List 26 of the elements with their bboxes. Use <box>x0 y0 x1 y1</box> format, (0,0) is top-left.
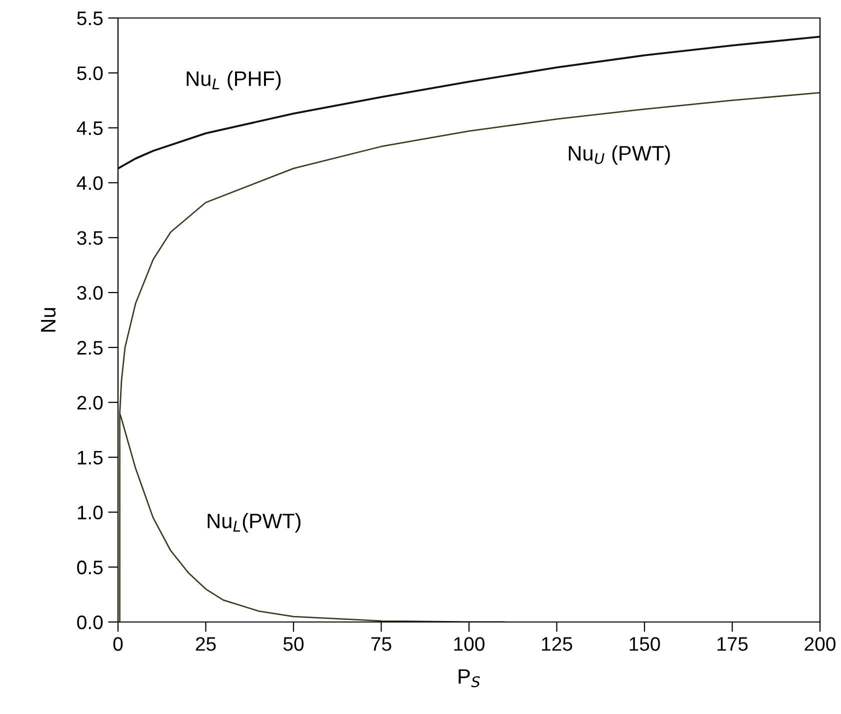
y-tick-label: 3.0 <box>77 286 103 300</box>
y-tick-label: 1.0 <box>78 506 103 520</box>
series-label: Nu$_{L}$ (PHF) <box>186 70 281 90</box>
y-tick-label: 2.0 <box>77 396 103 410</box>
y-tick-label: 4.5 <box>76 121 103 136</box>
y-tick-label: 5.5 <box>77 12 103 26</box>
x-tick-label: 75 <box>371 637 392 651</box>
x-tick-label: 125 <box>542 637 572 651</box>
series-label: Nu$_{U}$ (PWT) <box>568 145 670 165</box>
x-tick-label: 150 <box>630 637 660 651</box>
x-tick-label: 175 <box>718 637 748 651</box>
y-tick-label: 4.0 <box>76 176 103 190</box>
x-tick-label: 50 <box>283 637 304 651</box>
x-tick-label: 100 <box>454 637 484 651</box>
y-tick-label: 5.0 <box>77 66 103 80</box>
y-axis-title: Nu <box>41 308 56 332</box>
y-tick-label: 3.5 <box>77 231 103 245</box>
series-label: Nu$_{L}$(PWT) <box>208 513 300 532</box>
x-tick-label: 200 <box>804 637 836 651</box>
x-tick-label: 25 <box>196 637 216 651</box>
x-tick-label: 0 <box>113 637 123 651</box>
y-tick-label: 0.5 <box>77 560 103 574</box>
y-tick-label: 0.0 <box>77 615 103 630</box>
x-axis-title: P$_{S}$ <box>458 669 480 688</box>
y-tick-label: 1.5 <box>78 450 103 465</box>
y-tick-label: 2.5 <box>77 340 103 355</box>
